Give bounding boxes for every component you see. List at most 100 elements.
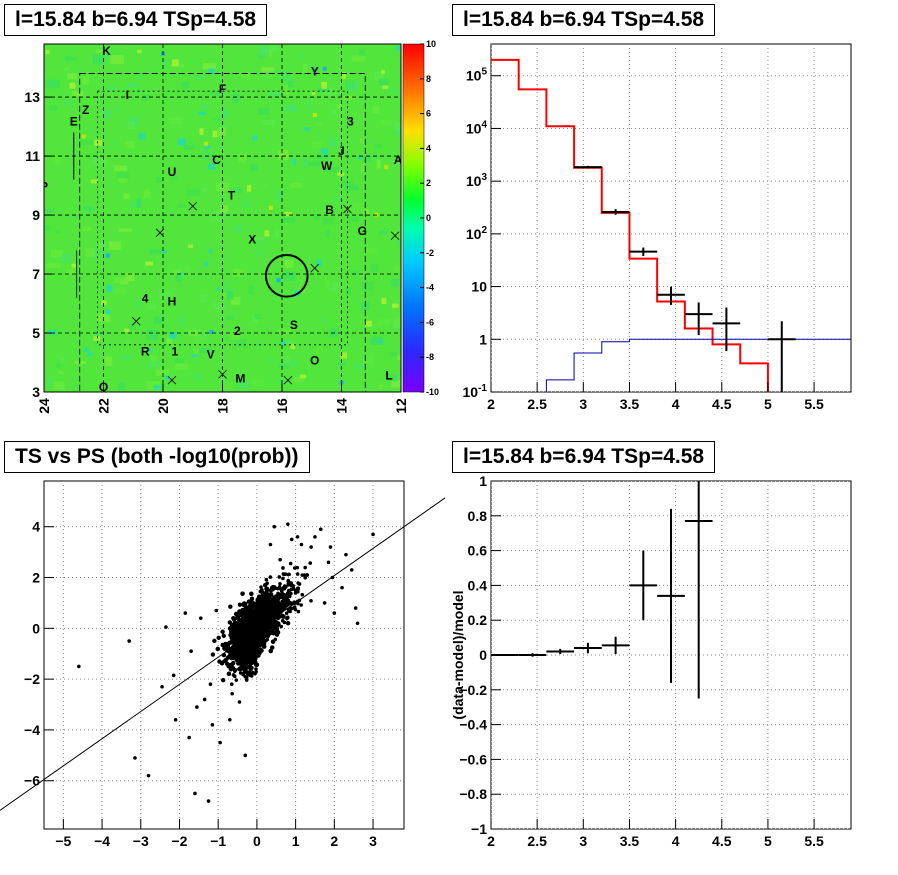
scatter-point [235,655,239,659]
scatter-point [247,605,252,611]
scatter-point [241,602,247,608]
scatter-point [234,651,238,656]
scatter-point [238,671,243,675]
scatter-point [252,609,257,615]
scatter-point [285,615,290,620]
sky-map-pixel [394,318,401,324]
source-label: W [321,159,333,173]
residual-panel: 2 2.5 3 3.5 4 4.5 5 5.5 −1 −0.8 −0.6 −0.4 −0.2 0 0.2 0.… [450,473,852,849]
scatter-point [248,639,253,644]
sky-map-pixel [361,281,374,292]
sky-map-pixel [226,316,234,321]
sky-map-pixel [262,182,267,187]
scatter-point [230,691,234,696]
sky-map-x-tick-label: 22 [96,398,112,414]
sky-map-pixel [336,104,343,110]
scatter-point [280,599,284,604]
sky-map-pixel [85,248,96,257]
scatter-point [243,667,248,671]
sky-map-pixel [392,303,399,308]
residual-x-tick-label: 3 [579,833,587,849]
scatter-point [249,591,254,596]
sky-map-pixel [197,111,206,116]
colorbar-tick-label: -10 [426,387,439,397]
sky-map-pixel [167,210,177,214]
scatter-point [216,635,221,641]
sky-map-pixel [234,224,243,233]
sky-map-pixel [59,388,72,392]
scatter-point [229,634,234,639]
scatter-point [265,637,270,642]
scatter-point [281,566,285,570]
sky-map-grid [44,44,401,392]
sky-map-pixel [386,374,398,382]
sky-map-pixel [254,241,266,246]
source-label: C [212,153,221,167]
scatter-grid [44,481,404,829]
sky-map-pixel [84,348,89,353]
source-label: T [228,188,236,202]
residual-y-tick-label: −0.8 [459,786,487,802]
spectrum-y-tick-label: 10-1 [463,383,488,400]
sky-map-pixel [284,259,294,268]
scatter-point [273,586,278,590]
scatter-outlier-point [218,740,222,745]
scatter-point [278,607,282,612]
sky-map-pixel [374,153,380,163]
source-label: 2 [234,324,241,338]
source-label: G [358,224,367,238]
sky-map-pixel [299,374,307,379]
sky-map-pixel [107,84,117,91]
sky-map-pixel [278,363,289,368]
sky-map-pixel [204,145,211,149]
sky-map-pixel [58,371,65,375]
scatter-point [212,638,217,644]
sky-map-pixel [166,337,173,345]
sky-map-pixel [191,353,199,358]
scatter-point [275,626,280,631]
sky-map-pixel [233,187,242,194]
sky-map-pixel [146,360,159,369]
colorbar-tick-label: -6 [426,317,434,327]
sky-map-pixel [105,356,113,367]
scatter-outlier-point [171,673,176,678]
sky-map-pixel [65,268,77,275]
scatter-outlier-point [322,601,327,605]
sky-map-pixel [366,248,378,255]
source-label: J [338,144,345,158]
sky-map-pixel [377,318,392,325]
sky-map-pixel [255,251,264,257]
sky-map-pixel [177,317,188,325]
sky-map-y-tick-label: 13 [24,89,40,105]
residual-y-axis-label: (data-model)/model [450,590,466,719]
source-label: F [219,82,226,96]
sky-map-pixel [384,165,389,170]
sky-map-pixel [159,290,172,300]
scatter-outlier-point [313,535,317,539]
sky-map-pixel [188,244,194,248]
sky-map-pixel [202,63,216,70]
scatter-outlier-point [208,682,213,687]
sky-map-pixel [363,209,370,216]
scatter-point [260,592,265,597]
sky-map-pixel [200,150,213,161]
sky-map-pixel [115,286,128,295]
scatter-point [271,628,275,633]
sky-map-pixel [395,122,401,130]
sky-map-pixel [377,339,384,344]
scatter-outlier-point [328,545,333,549]
scatter-outlier-point [222,659,226,664]
scatter-point [245,670,250,675]
scatter-point [235,615,240,620]
sky-map-pixel [298,53,305,60]
sky-map-pixel [105,253,110,258]
sky-map-pixel [277,329,292,334]
sky-map-pixel [209,329,214,334]
source-label: X [248,233,256,247]
sky-map-pixel [56,362,61,368]
scatter-point [228,604,233,609]
sky-map-pixel [199,128,204,135]
sky-map-pixel [302,63,308,73]
sky-map-pixel [217,287,221,292]
